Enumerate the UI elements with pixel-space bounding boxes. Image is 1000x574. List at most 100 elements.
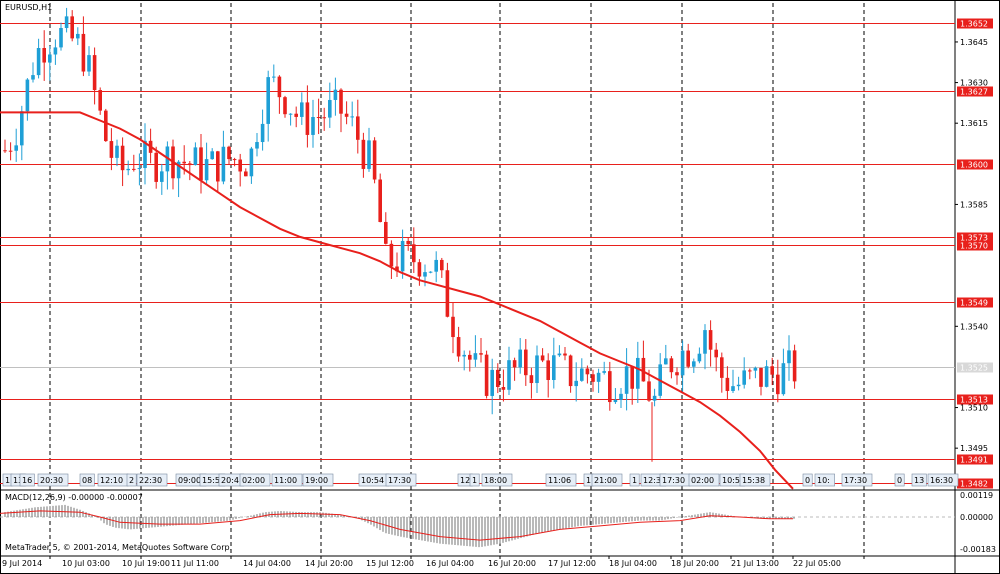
- time-tag: [469, 473, 480, 487]
- bull-candle: [596, 372, 601, 382]
- level-price-label: 1.3513: [960, 396, 988, 405]
- price-tick-label: 1.3645: [960, 38, 988, 47]
- time-axis-label: 9 Jul 2014: [2, 559, 42, 568]
- time-tag-label: 09:00: [178, 476, 201, 485]
- bear-candle: [406, 240, 410, 245]
- bull-candle: [14, 145, 18, 151]
- bull-candle: [552, 355, 556, 380]
- bear-candle: [372, 140, 377, 180]
- bull-candle: [428, 271, 433, 273]
- bull-candle: [507, 360, 511, 390]
- symbol-title: EURUSD,H1: [5, 3, 53, 12]
- bear-candle: [182, 161, 186, 164]
- time-axis-label: 21 Jul 13:00: [731, 559, 779, 568]
- bear-candle: [104, 110, 108, 142]
- level-price-tag: [957, 232, 993, 243]
- bull-candle: [137, 168, 142, 170]
- bear-candle: [725, 377, 730, 391]
- bear-candle: [344, 113, 349, 117]
- bull-candle: [31, 75, 35, 80]
- bear-candle: [647, 381, 651, 401]
- bull-candle: [580, 368, 584, 381]
- bull-candle: [602, 371, 606, 373]
- time-tag: [19, 473, 35, 487]
- time-tag-label: 15:5: [202, 476, 220, 485]
- bull-candle: [288, 113, 293, 115]
- bear-candle: [232, 159, 237, 161]
- bull-candle: [249, 148, 254, 177]
- time-axis-label: 10 Jul 03:00: [62, 559, 110, 568]
- bull-candle: [781, 363, 786, 395]
- bull-candle: [434, 259, 438, 272]
- bear-candle: [120, 145, 125, 171]
- bull-candle: [20, 111, 24, 146]
- time-tag-label: 19:00: [305, 476, 328, 485]
- bull-candle: [680, 350, 685, 376]
- bear-candle: [98, 90, 102, 111]
- time-axis-label: 22 Jul 05:00: [793, 559, 841, 568]
- bull-candle: [490, 369, 494, 396]
- time-tag-label: 0: [805, 476, 810, 485]
- bear-candle: [395, 266, 399, 272]
- current-price-tag: [957, 362, 993, 373]
- time-tag-label: 0: [897, 476, 902, 485]
- time-axis-label: 11 Jul 11:00: [171, 559, 219, 568]
- bear-candle: [585, 368, 590, 375]
- time-tag: [894, 473, 905, 487]
- time-tag-label: 12: [460, 476, 470, 485]
- time-tag-label: 22:30: [139, 476, 162, 485]
- bull-candle: [473, 353, 478, 360]
- bear-candle: [294, 113, 298, 117]
- time-axis-label: 18 Jul 20:00: [671, 559, 719, 568]
- bear-candle: [412, 244, 416, 263]
- time-tag: [271, 473, 303, 487]
- time-tag-label: 02:00: [242, 476, 265, 485]
- bull-candle: [272, 76, 276, 78]
- bull-candle: [64, 16, 69, 29]
- bear-candle: [154, 152, 158, 182]
- bear-candle: [3, 150, 7, 152]
- bear-candle: [546, 360, 550, 380]
- bull-candle: [204, 159, 209, 181]
- bear-candle: [81, 33, 86, 72]
- bull-candle: [126, 168, 130, 171]
- time-axis-label: 14 Jul 04:00: [243, 559, 291, 568]
- time-tag: [136, 473, 168, 487]
- bear-candle: [389, 243, 394, 267]
- bear-candle: [356, 116, 360, 140]
- time-tag-label: 21:00: [594, 476, 617, 485]
- time-tag: [239, 473, 271, 487]
- bear-candle: [686, 350, 690, 367]
- bull-candle: [210, 151, 214, 160]
- bull-candle: [574, 380, 578, 387]
- time-tag: [841, 473, 873, 487]
- price-tick-label: 1.3630: [960, 79, 988, 88]
- bear-candle: [792, 350, 797, 382]
- bull-candle: [367, 140, 371, 169]
- level-price-tag: [957, 394, 993, 405]
- bull-candle: [400, 240, 405, 272]
- time-axis-label: 18 Jul 04:00: [609, 559, 657, 568]
- time-axis-label: 16 Jul 20:00: [488, 559, 536, 568]
- bear-candle: [496, 369, 500, 387]
- time-tag-label: 10:5: [722, 476, 740, 485]
- time-axis-label: 15 Jul 12:00: [366, 559, 414, 568]
- bull-candle: [423, 272, 427, 277]
- level-price-label: 1.3573: [960, 234, 988, 243]
- bear-candle: [512, 360, 517, 368]
- time-tag: [37, 473, 69, 487]
- bull-candle: [624, 366, 629, 394]
- bear-candle: [608, 371, 612, 403]
- bear-candle: [748, 370, 752, 372]
- time-tag-label: 1: [5, 476, 10, 485]
- bear-candle: [283, 97, 287, 115]
- bull-candle: [115, 145, 119, 158]
- bear-candle: [199, 147, 203, 181]
- bear-candle: [132, 168, 136, 170]
- time-tag: [802, 473, 813, 487]
- bear-candle: [524, 349, 528, 376]
- level-price-tag: [957, 297, 993, 308]
- level-price-label: 1.3570: [960, 242, 988, 251]
- time-tag-label: 16: [22, 476, 32, 485]
